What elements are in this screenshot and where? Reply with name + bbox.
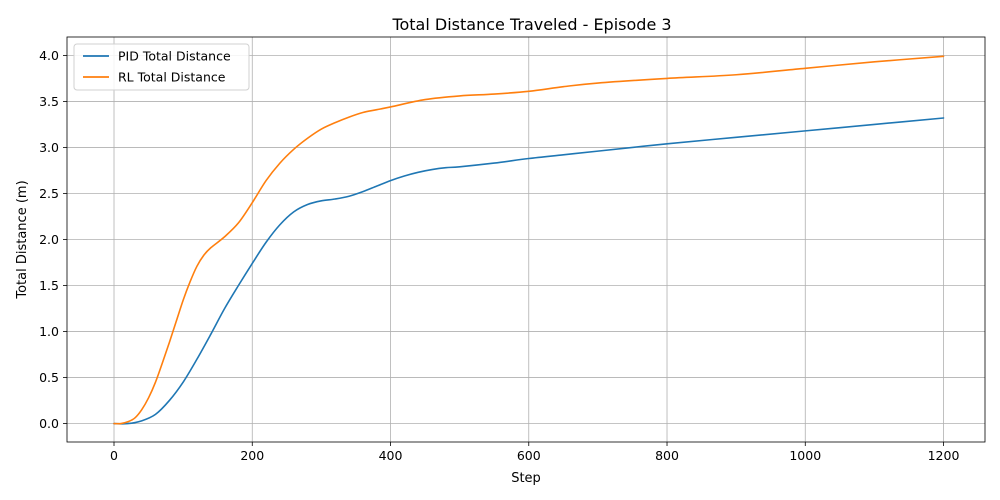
x-tick-label: 200: [240, 448, 264, 463]
y-axis: 0.0 0.5 1.0 1.5 2.0 2.5 3.0 3.5 4.0: [39, 48, 67, 431]
legend-label: RL Total Distance: [118, 70, 226, 85]
legend: PID Total Distance RL Total Distance: [73, 43, 250, 91]
x-axis: 0 200 400 600 800 1000 1200: [110, 442, 959, 463]
chart-title: Total Distance Traveled - Episode 3: [391, 15, 671, 34]
y-tick-label: 3.5: [39, 94, 59, 109]
y-tick-label: 2.0: [39, 232, 59, 247]
x-tick-label: 0: [110, 448, 118, 463]
series-line-rl-total-distance: [113, 55, 945, 425]
grid-lines: [67, 37, 985, 442]
y-tick-label: 3.0: [39, 140, 59, 155]
y-tick-label: 1.0: [39, 324, 59, 339]
legend-box: [73, 43, 250, 91]
y-axis-title: Total Distance (m): [15, 180, 30, 299]
y-tick-label: 4.0: [39, 48, 59, 63]
series-layer: [113, 55, 945, 425]
x-axis-title: Step: [511, 471, 541, 486]
y-tick-label: 0.5: [39, 370, 59, 385]
x-tick-label: 400: [379, 448, 403, 463]
x-tick-label: 1200: [928, 448, 960, 463]
x-tick-label: 600: [517, 448, 541, 463]
series-line-pid-total-distance: [113, 117, 945, 425]
y-tick-label: 2.5: [39, 186, 59, 201]
y-tick-label: 1.5: [39, 278, 59, 293]
legend-label: PID Total Distance: [118, 49, 231, 64]
y-tick-label: 0.0: [39, 416, 59, 431]
x-tick-label: 1000: [789, 448, 821, 463]
x-tick-label: 800: [655, 448, 679, 463]
